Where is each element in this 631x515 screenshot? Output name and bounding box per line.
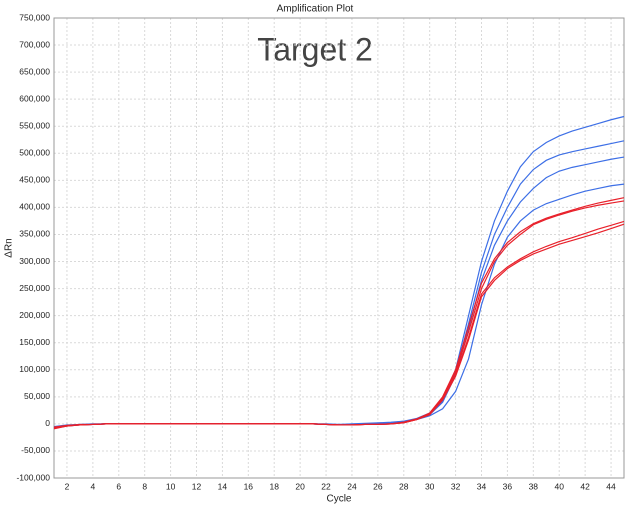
x-tick-label: 4 <box>90 481 95 491</box>
y-tick-label: 500,000 <box>19 148 50 158</box>
x-tick-label: 40 <box>554 481 564 491</box>
x-tick-label: 14 <box>218 481 228 491</box>
x-tick-label: 24 <box>347 481 357 491</box>
x-axis-label: Cycle <box>326 494 351 505</box>
y-tick-label: 100,000 <box>19 364 50 374</box>
y-tick-label: 200,000 <box>19 310 50 320</box>
x-tick-label: 34 <box>477 481 487 491</box>
y-tick-label: 450,000 <box>19 175 50 185</box>
x-tick-label: 18 <box>269 481 279 491</box>
x-tick-label: 28 <box>399 481 409 491</box>
x-tick-label: 10 <box>166 481 176 491</box>
annotation: Target 2 <box>257 31 373 67</box>
plot-frame <box>53 17 625 479</box>
y-tick-label: -100,000 <box>16 472 50 482</box>
x-tick-label: 12 <box>192 481 202 491</box>
y-tick-label: 700,000 <box>19 39 50 49</box>
x-tick-label: 20 <box>295 481 305 491</box>
y-tick-label: 300,000 <box>19 256 50 266</box>
x-tick-label: 8 <box>142 481 147 491</box>
x-tick-label: 42 <box>580 481 590 491</box>
y-tick-label: 350,000 <box>19 229 50 239</box>
x-tick-label: 44 <box>606 481 616 491</box>
y-tick-label: 600,000 <box>19 93 50 103</box>
x-tick-label: 26 <box>373 481 383 491</box>
x-tick-label: 38 <box>529 481 539 491</box>
y-tick-label: 0 <box>45 418 50 428</box>
y-tick-label: 550,000 <box>19 120 50 130</box>
x-tick-label: 6 <box>116 481 121 491</box>
x-tick-label: 22 <box>321 481 331 491</box>
x-tick-label: 16 <box>244 481 254 491</box>
amplification-curve <box>53 223 625 428</box>
y-tick-label: -50,000 <box>21 445 50 455</box>
y-tick-label: 750,000 <box>19 12 50 22</box>
chart-title: Amplification Plot <box>277 4 354 15</box>
x-tick-label: 32 <box>451 481 461 491</box>
y-tick-label: 400,000 <box>19 202 50 212</box>
x-tick-label: 2 <box>65 481 70 491</box>
y-axis-label: ΔRn <box>4 238 15 257</box>
y-tick-label: 250,000 <box>19 283 50 293</box>
y-tick-label: 650,000 <box>19 66 50 76</box>
x-tick-label: 36 <box>503 481 513 491</box>
y-tick-label: 50,000 <box>24 391 50 401</box>
y-tick-label: 150,000 <box>19 337 50 347</box>
x-tick-label: 30 <box>425 481 435 491</box>
